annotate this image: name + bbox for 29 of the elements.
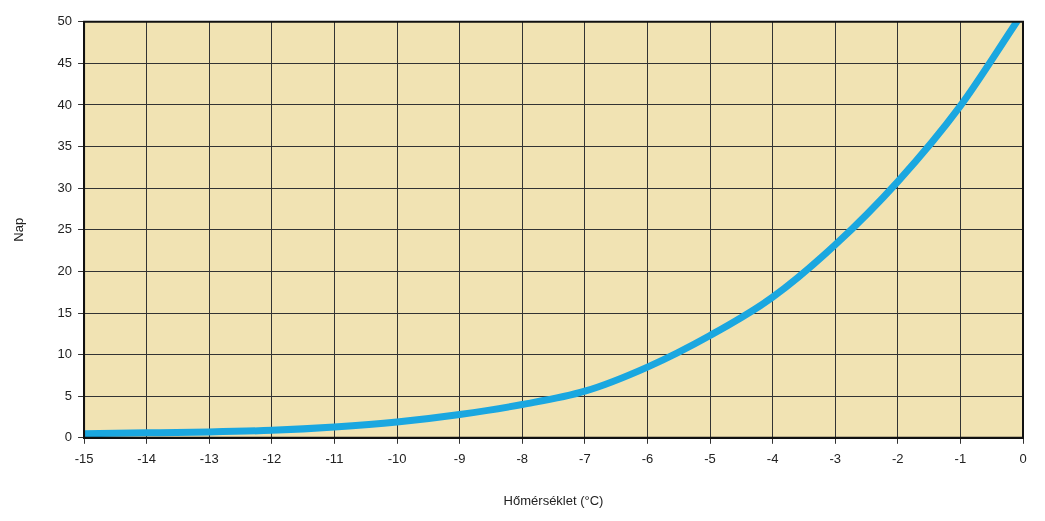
y-tick-label: 5: [64, 387, 73, 403]
y-axis-title: Nap: [11, 217, 27, 242]
x-tick-label: -14: [137, 451, 157, 467]
x-tick-label: -9: [453, 451, 466, 467]
x-tick-label: -11: [325, 451, 344, 467]
y-tick-label: 10: [57, 346, 73, 362]
y-tick-label: 40: [57, 96, 73, 112]
y-tick-label: 50: [57, 13, 73, 29]
y-tick-label: 35: [57, 138, 73, 154]
y-tick-label: 45: [57, 54, 73, 70]
x-tick-label: -8: [516, 451, 529, 467]
y-tick-label: 30: [57, 179, 73, 195]
x-tick-label: -6: [641, 451, 654, 467]
x-tick-label: -1: [954, 451, 967, 467]
x-tick-label: -5: [704, 451, 716, 467]
x-tick-label: -13: [199, 451, 219, 467]
x-tick-label: -10: [387, 451, 407, 467]
y-tick-label: 20: [57, 262, 73, 278]
y-tick-label: 15: [57, 304, 73, 320]
y-tick-label: 0: [64, 429, 73, 445]
x-axis-title: Hőmérséklet (°C): [503, 492, 604, 508]
x-tick-label: -4: [766, 451, 779, 467]
y-tick-label: 25: [57, 221, 73, 237]
x-tick-label: -7: [579, 451, 591, 467]
x-tick-label: -3: [829, 451, 841, 467]
x-tick-label: -12: [262, 451, 282, 467]
x-tick-label: -2: [892, 451, 904, 467]
x-tick-label: -15: [74, 451, 94, 467]
x-tick-label: 0: [1019, 451, 1027, 467]
